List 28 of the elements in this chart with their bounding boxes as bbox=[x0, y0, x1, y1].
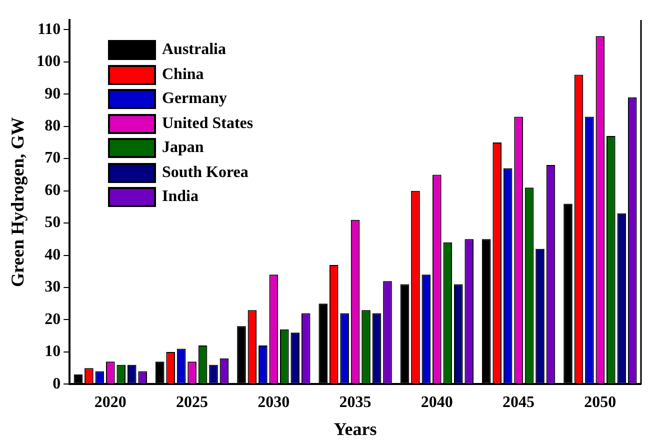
x-tick-label: 2030 bbox=[258, 394, 290, 411]
y-tick-label: 50 bbox=[44, 214, 61, 232]
y-tick-label: 60 bbox=[44, 182, 61, 199]
legend-label: Japan bbox=[162, 138, 204, 158]
legend-label: China bbox=[162, 64, 204, 84]
legend-label: South Korea bbox=[162, 162, 248, 182]
x-tick-label: 2045 bbox=[502, 394, 535, 411]
legend-label: United States bbox=[162, 114, 254, 134]
y-tick-label: 110 bbox=[37, 20, 61, 38]
y-tick-label: 70 bbox=[44, 150, 61, 167]
x-tick-label: 2025 bbox=[176, 394, 208, 411]
y-tick-label: 40 bbox=[44, 246, 61, 264]
y-tick-label: 90 bbox=[44, 85, 61, 102]
y-tick-label: 10 bbox=[44, 343, 61, 360]
y-tick-label: 100 bbox=[36, 53, 61, 70]
y-axis-title: Green Hydrogen, GW bbox=[7, 117, 28, 288]
legend-label: India bbox=[162, 187, 198, 207]
y-tick-label: 80 bbox=[44, 118, 61, 134]
legend-label: Germany bbox=[162, 89, 227, 109]
y-tick-label: 30 bbox=[44, 278, 61, 296]
x-tick-label: 2020 bbox=[94, 394, 126, 411]
x-tick-label: 2050 bbox=[584, 394, 616, 411]
x-tick-label: 2035 bbox=[339, 394, 372, 411]
y-tick-label: 20 bbox=[44, 310, 61, 328]
x-axis-title: Years bbox=[334, 418, 377, 439]
y-tick-label: 0 bbox=[52, 375, 61, 392]
x-tick-label: 2040 bbox=[420, 394, 453, 411]
legend-label: Australia bbox=[162, 40, 226, 60]
